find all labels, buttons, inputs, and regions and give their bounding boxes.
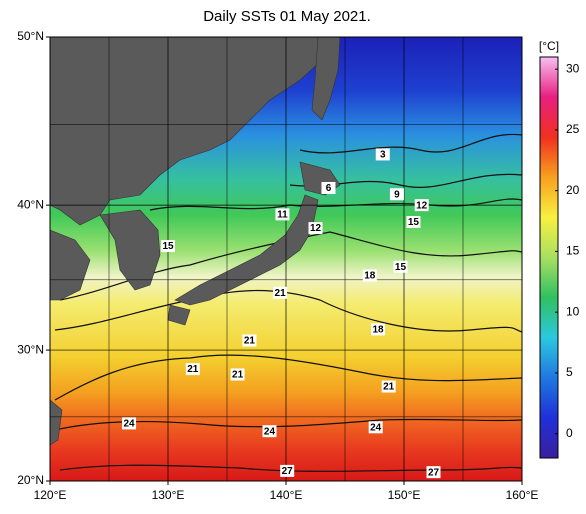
- contour-label: 24: [264, 426, 276, 437]
- contour-label: 27: [282, 466, 294, 477]
- contour-label-box: [275, 208, 290, 221]
- colorbar-tick-label: 25: [566, 122, 580, 136]
- contour-label-box: [381, 380, 396, 393]
- contour-label: 21: [244, 336, 256, 347]
- contour-label-box: [273, 286, 288, 299]
- contour-label: 21: [383, 382, 395, 393]
- colorbar: [539, 56, 559, 459]
- contour-label: 24: [123, 419, 135, 430]
- colorbar-tick-label: 20: [566, 183, 580, 197]
- contour-label-box: [393, 260, 408, 273]
- contour-label: 15: [162, 241, 174, 252]
- contour-label-box: [426, 466, 441, 479]
- contour-label-box: [185, 363, 200, 376]
- contour-label-box: [122, 417, 137, 430]
- contour-label-box: [230, 368, 245, 381]
- contour-label: 18: [364, 271, 376, 282]
- colorbar-label: [°C]: [539, 39, 559, 53]
- contour-label: 24: [370, 422, 382, 433]
- contour-label-box: [161, 240, 175, 253]
- contour-label-box: [321, 181, 336, 194]
- x-tick-label: 150°E: [388, 488, 421, 502]
- contour-label-layer: 3 6 9 12 11 12 15 15 18 15 21 18 21 21 21 21 24 24 24 27 27: [122, 148, 441, 479]
- y-tick-label: 40°N: [17, 197, 44, 211]
- contour-label: 9: [394, 189, 400, 200]
- colorbar-tick-label: 0: [566, 426, 573, 440]
- colorbar-tick-label: 30: [566, 61, 580, 75]
- contour-label-box: [362, 269, 377, 282]
- contour-label: 3: [380, 150, 386, 161]
- contour-label: 12: [310, 223, 322, 234]
- contour-label-box: [406, 216, 421, 229]
- y-tick-label: 30°N: [17, 342, 44, 356]
- contour-label: 27: [428, 467, 440, 478]
- colorbar-tick-label: 10: [566, 304, 580, 318]
- chart-title: Daily SSTs 01 May 2021.: [203, 8, 371, 25]
- contour-label: 12: [416, 200, 428, 211]
- contour-label: 21: [275, 288, 287, 299]
- contour-label: 11: [277, 210, 288, 221]
- contour-label: 15: [408, 217, 420, 228]
- contour-label: 6: [326, 183, 332, 194]
- x-tick-label: 160°E: [506, 488, 539, 502]
- contour-label-box: [368, 421, 383, 434]
- colorbar-tick-label: 5: [566, 365, 573, 379]
- contour-label-box: [375, 148, 390, 161]
- contour-label-box: [308, 222, 323, 235]
- land: [50, 37, 341, 446]
- contour-label: 18: [372, 325, 384, 336]
- contour-label-box: [371, 323, 386, 336]
- contour-label-box: [280, 464, 295, 477]
- contour-label-box: [389, 188, 404, 201]
- y-tick-label: 20°N: [17, 473, 44, 487]
- x-tick-label: 130°E: [152, 488, 185, 502]
- contour-label: 15: [395, 262, 407, 273]
- contour-label: 21: [232, 370, 244, 381]
- x-tick-label: 120°E: [34, 488, 67, 502]
- y-tick-label: 50°N: [17, 29, 44, 43]
- contour-label: 21: [187, 364, 199, 375]
- x-tick-label: 140°E: [270, 488, 303, 502]
- contour-label-box: [414, 199, 429, 212]
- contour-label-box: [262, 425, 277, 438]
- colorbar-tick-label: 15: [566, 244, 580, 258]
- contour-label-box: [242, 334, 257, 347]
